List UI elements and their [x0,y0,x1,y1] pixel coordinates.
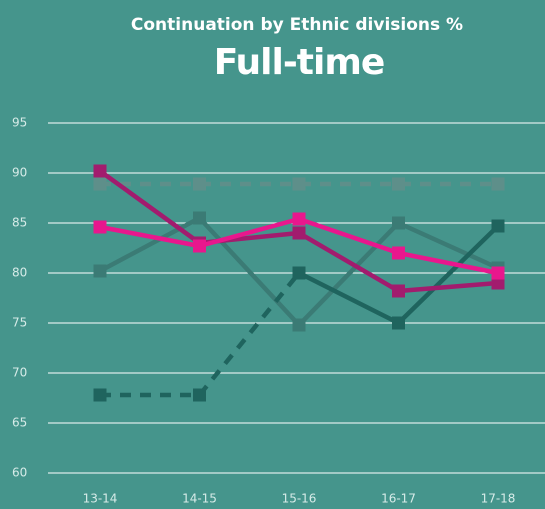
point-marker [491,266,505,280]
point-marker [392,216,405,230]
x-tick-label: 14-15 [182,492,217,506]
point-marker [193,388,206,402]
series-line [100,271,301,398]
point-marker [491,219,505,233]
point-marker [292,266,306,280]
x-tick-label: 17-18 [481,492,516,506]
point-marker [193,177,206,191]
y-tick-label: 60 [12,466,27,480]
y-tick-label: 75 [12,316,27,330]
point-marker [292,318,306,332]
y-tick-label: 95 [12,116,27,130]
point-marker [392,316,405,330]
point-marker [292,212,306,226]
point-marker [491,177,505,191]
point-marker [193,211,206,225]
y-tick-label: 65 [12,416,27,430]
point-marker [193,239,206,253]
point-marker [93,220,107,234]
x-tick-label: 16-17 [381,492,416,506]
point-marker [292,177,306,191]
point-marker [392,246,405,260]
point-marker [93,164,107,178]
point-marker [292,226,306,240]
y-tick-label: 85 [12,216,27,230]
y-tick-label: 90 [12,166,27,180]
point-marker [392,177,405,191]
y-tick-label: 70 [12,366,27,380]
point-marker [93,177,107,191]
point-marker [93,388,107,402]
y-tick-label: 80 [12,266,27,280]
point-marker [392,284,405,298]
x-tick-label: 15-16 [282,492,317,506]
point-marker [491,276,505,290]
chart-title: Continuation by Ethnic divisions % [131,15,463,35]
chart-subtitle: Full-time [214,42,385,83]
point-marker [93,264,107,278]
x-tick-label: 13-14 [83,492,118,506]
